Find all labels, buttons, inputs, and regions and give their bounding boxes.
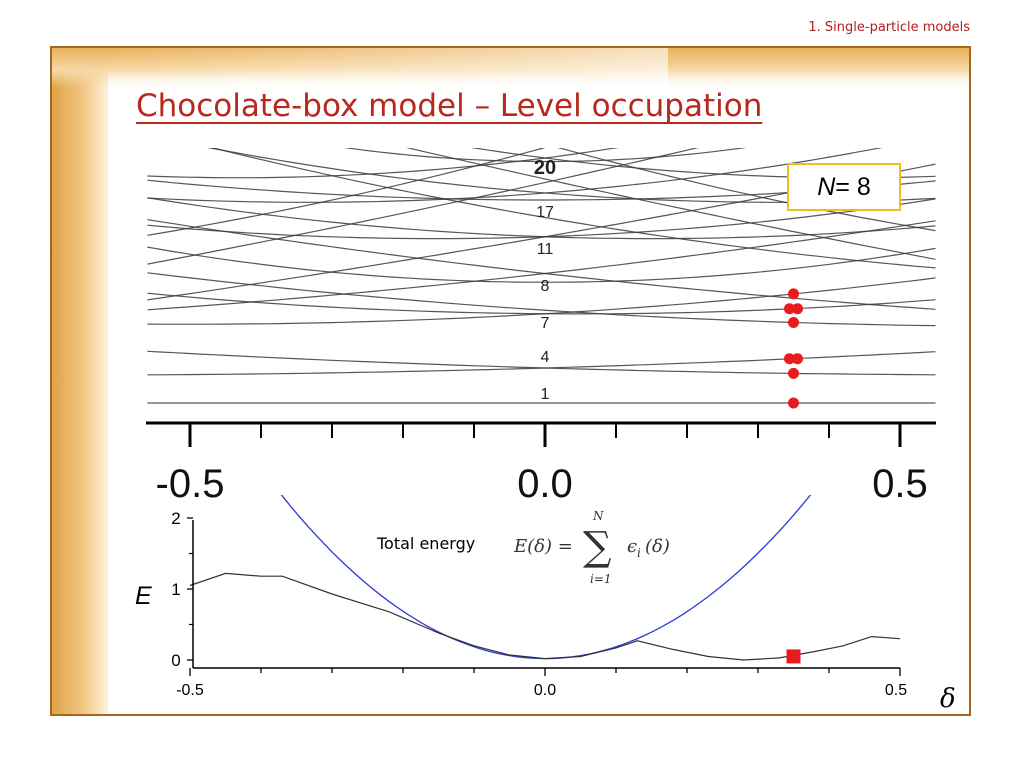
top-x-tick-label: 0.5 [872, 462, 928, 506]
total-energy-formula: E(δ) = ∑ N i=1 ϵ i (δ) [513, 509, 670, 586]
level-line [147, 219, 936, 310]
formula-upper-limit: N [592, 509, 604, 523]
particle-number-box: N = 8 [787, 163, 901, 211]
occupation-dot [788, 367, 799, 379]
occupation-dot [784, 303, 795, 315]
shell-label: 8 [541, 278, 550, 295]
bottom-y-tick-label: 1 [171, 580, 180, 599]
level-line [210, 148, 936, 269]
level-line [147, 220, 936, 311]
top-x-tick-labels: -0.5 0.0 0.5 [156, 462, 928, 506]
x-axis-label: δ [940, 684, 956, 714]
energy-curve [189, 572, 901, 661]
level-diagram: 20 17 11 8 7 4 1 -0.5 0.0 0.5 [146, 148, 936, 506]
occupation-dot [792, 303, 803, 315]
bottom-x-tick-label: 0.0 [534, 682, 556, 699]
decorative-left-bar [52, 48, 108, 714]
bottom-y-tick-label: 2 [171, 509, 180, 528]
shell-label: 4 [541, 349, 550, 366]
shell-label: 11 [537, 241, 554, 258]
formula-term: ϵ [627, 536, 637, 557]
level-line [406, 148, 936, 260]
occupation-dot [788, 288, 799, 300]
occupation-dot [784, 353, 795, 365]
shell-label: 7 [541, 315, 550, 332]
bottom-y-tick-label: 0 [171, 651, 180, 670]
level-line [147, 148, 620, 179]
shell-labels: 20 17 11 8 7 4 1 [534, 157, 556, 403]
bottom-x-tick-label: 0.5 [885, 682, 907, 699]
top-x-tick-label: -0.5 [156, 462, 225, 506]
total-energy-label: Total energy [377, 534, 476, 553]
shell-label: 1 [541, 386, 550, 403]
level-line [147, 351, 936, 376]
level-line [147, 197, 936, 240]
top-x-ticks [188, 423, 902, 447]
shell-label: 17 [536, 204, 554, 221]
slide-title: Chocolate-box model – Level occupation [136, 88, 763, 124]
bottom-ticks [187, 517, 901, 676]
bottom-tick-labels: -0.5 0.0 0.5 0 1 2 [171, 509, 907, 699]
level-line [147, 246, 936, 283]
energy-plot: -0.5 0.0 0.5 0 1 2 E δ [135, 495, 956, 714]
energy-marker [786, 649, 801, 664]
shell-label: 20 [534, 157, 556, 179]
occupation-dots [784, 288, 803, 409]
formula-lhs: E(δ) = [513, 536, 573, 557]
formula-lower-limit: i=1 [590, 572, 612, 586]
top-x-tick-label: 0.0 [517, 462, 573, 506]
occupation-dot [788, 317, 799, 328]
level-line [147, 272, 936, 327]
occupation-dot [788, 397, 799, 409]
bottom-x-tick-label: -0.5 [176, 682, 204, 699]
y-axis-label: E [135, 582, 152, 610]
formula-argument: (δ) [645, 536, 670, 557]
parabola-curve [280, 495, 812, 660]
occupation-dot [792, 353, 803, 365]
particle-number-value: = 8 [835, 172, 871, 201]
level-line [343, 148, 747, 163]
level-line [147, 148, 546, 236]
level-line [147, 292, 936, 315]
level-line [147, 277, 936, 325]
level-line [147, 148, 699, 265]
formula-sum-symbol: ∑ [583, 524, 612, 570]
section-tag: 1. Single-particle models [808, 20, 970, 35]
formula-subscript: i [637, 546, 641, 560]
particle-number-var: N [817, 172, 836, 201]
